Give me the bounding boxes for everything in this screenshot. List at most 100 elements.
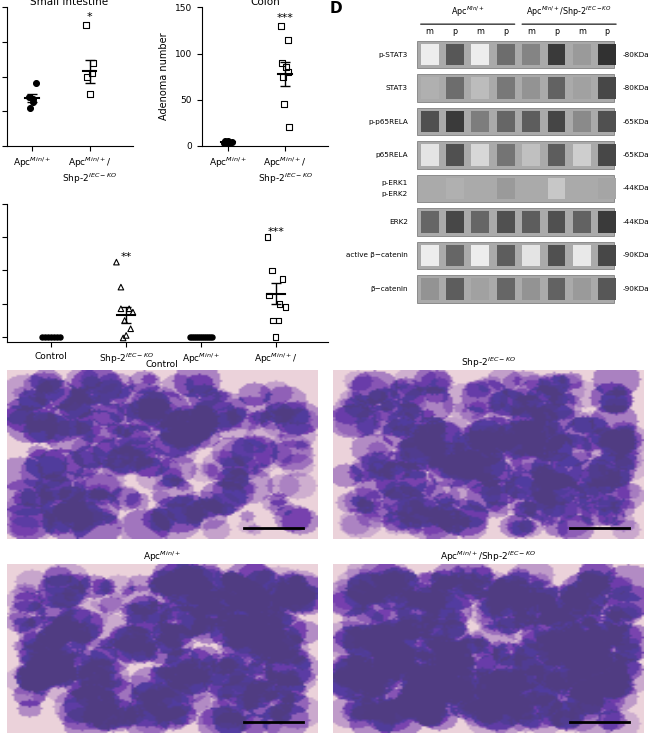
Point [284,121,294,133]
Bar [446,78,464,98]
Text: -65KDa: -65KDa [623,118,650,124]
Text: ***: *** [267,226,284,237]
Point [197,332,207,343]
Bar [421,144,439,166]
Text: p: p [452,27,458,36]
Point [43,332,53,343]
Bar [497,211,515,232]
Point [124,303,135,314]
Text: -90KDa: -90KDa [623,286,650,292]
Text: -44KDa: -44KDa [623,219,650,225]
Bar [471,211,489,232]
Bar [573,211,591,232]
Point [278,70,289,82]
Point [25,102,35,114]
Bar [417,208,614,235]
Bar [497,78,515,98]
Point [274,314,284,326]
Point [185,332,195,343]
Point [121,329,131,341]
Bar [522,44,540,65]
Point [199,332,209,343]
Text: p-ERK1: p-ERK1 [382,180,408,186]
Text: p-ERK2: p-ERK2 [382,191,408,197]
Bar [421,278,439,300]
Bar [598,111,616,132]
Bar [522,78,540,98]
Text: -80KDa: -80KDa [623,52,650,58]
Bar [417,141,614,169]
Point [263,231,273,243]
Bar [421,111,439,132]
Bar [446,178,464,199]
Bar [421,211,439,232]
Point [31,78,42,90]
Bar [446,211,464,232]
Text: STAT3: STAT3 [386,85,408,91]
Bar [547,78,566,98]
Text: Apc$^{Min/+}$/Shp-2$^{IEC-KO}$: Apc$^{Min/+}$/Shp-2$^{IEC-KO}$ [526,4,612,19]
Point [283,34,293,46]
Text: β−catenin: β−catenin [370,286,408,292]
Text: ERK2: ERK2 [389,219,408,225]
Bar [417,175,614,202]
Text: D: D [330,1,342,16]
Bar [421,44,439,65]
Text: p65RELA: p65RELA [375,152,408,158]
Text: **: ** [120,252,132,262]
Bar [547,278,566,300]
Text: *: * [87,12,92,21]
Bar [471,144,489,166]
Bar [573,111,591,132]
Title: Apc$^{Min/+}$: Apc$^{Min/+}$ [143,550,181,564]
Bar [446,144,464,166]
Point [220,135,230,147]
Bar [573,44,591,65]
Point [125,323,136,334]
Point [49,332,60,343]
Bar [598,44,616,65]
Point [276,20,286,32]
Text: m: m [578,27,586,36]
Title: Shp-2$^{IEC-KO}$: Shp-2$^{IEC-KO}$ [461,356,515,370]
Bar [446,111,464,132]
Bar [471,111,489,132]
Text: Apc$^{Min/+}$: Apc$^{Min/+}$ [450,4,485,19]
Text: -44KDa: -44KDa [623,186,650,192]
Text: m: m [476,27,484,36]
Point [278,273,288,285]
Point [28,93,38,105]
Point [205,332,215,343]
Text: p: p [604,27,610,36]
Bar [417,108,614,135]
Bar [522,278,540,300]
Point [264,289,274,301]
Point [118,332,128,344]
Bar [417,242,614,269]
Bar [547,211,566,232]
Bar [522,144,540,166]
Text: active β−catenin: active β−catenin [346,252,408,258]
Bar [417,74,614,102]
Title: Colon: Colon [250,0,280,7]
Bar [547,245,566,266]
Bar [497,178,515,199]
Point [127,306,138,318]
Point [279,98,289,110]
Text: p: p [503,27,508,36]
Bar [421,78,439,98]
Point [120,314,130,326]
Point [88,57,98,69]
Bar [598,178,616,199]
Bar [522,211,540,232]
Point [23,91,34,103]
Bar [573,144,591,166]
Text: m: m [527,27,535,36]
Bar [598,245,616,266]
Bar [598,211,616,232]
Point [227,136,237,148]
Bar [446,44,464,65]
Point [280,301,291,313]
Point [219,137,229,149]
Point [195,332,205,343]
